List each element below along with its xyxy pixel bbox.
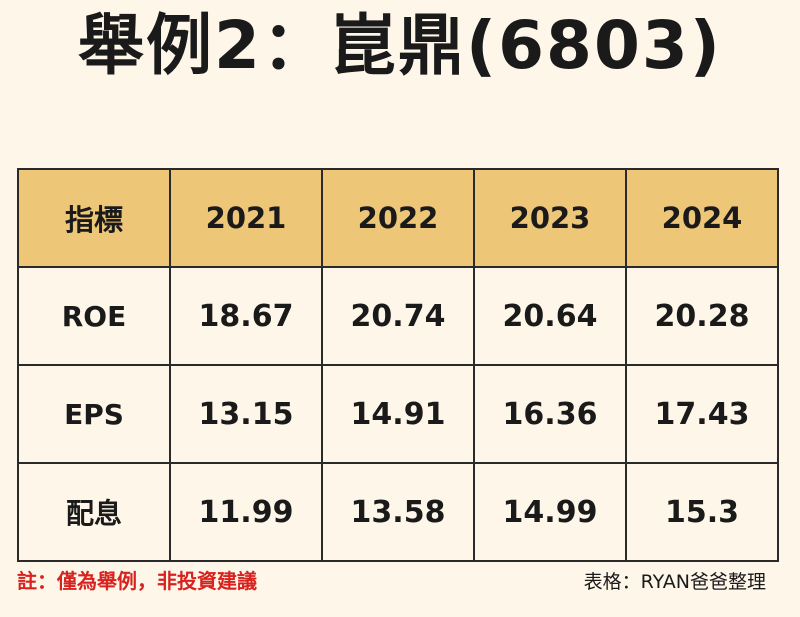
table-cell: 20.74 [321,266,475,366]
table-cell: 13.15 [169,364,323,464]
table-cell: 13.58 [321,462,475,562]
row-label: ROE [17,266,171,366]
metrics-table: 指標 2021 2022 2023 2024 ROE 18.67 20.74 2… [17,168,779,562]
header-cell-year: 2021 [169,168,323,268]
table-cell: 20.64 [473,266,627,366]
page-title: 舉例2：崑鼎(6803) [78,7,722,84]
header-cell-indicator: 指標 [17,168,171,268]
table-cell: 14.99 [473,462,627,562]
table-credit: 表格：RYAN爸爸整理 [583,571,766,593]
header-cell-year: 2023 [473,168,627,268]
table-cell: 20.28 [625,266,779,366]
table-cell: 18.67 [169,266,323,366]
table-cell: 11.99 [169,462,323,562]
table-row-dividend: 配息 11.99 13.58 14.99 15.3 [17,462,779,562]
table-row-roe: ROE 18.67 20.74 20.64 20.28 [17,266,779,366]
table-cell: 14.91 [321,364,475,464]
table-cell: 15.3 [625,462,779,562]
row-label: EPS [17,364,171,464]
header-cell-year: 2022 [321,168,475,268]
disclaimer-note: 註：僅為舉例，非投資建議 [17,569,257,593]
header-cell-year: 2024 [625,168,779,268]
table-row-eps: EPS 13.15 14.91 16.36 17.43 [17,364,779,464]
row-label: 配息 [17,462,171,562]
table-header-row: 指標 2021 2022 2023 2024 [17,168,779,268]
table-cell: 16.36 [473,364,627,464]
table-cell: 17.43 [625,364,779,464]
